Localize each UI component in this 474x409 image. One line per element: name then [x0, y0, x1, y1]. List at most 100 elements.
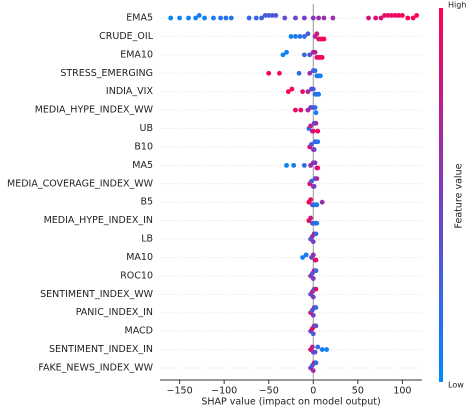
shap-point — [414, 13, 420, 18]
shap-point — [259, 15, 264, 21]
shap-point — [269, 13, 275, 18]
shap-point — [301, 15, 307, 21]
shap-point — [321, 36, 327, 42]
shap-point — [310, 276, 316, 281]
shap-point — [177, 15, 183, 21]
feature-label: SENTIMENT_INDEX_IN — [49, 344, 153, 355]
shap-point — [303, 252, 309, 258]
shap-point — [186, 15, 191, 21]
shap-point — [373, 15, 379, 21]
shap-point — [321, 15, 327, 21]
shap-point — [313, 360, 319, 366]
feature-label: ROC10 — [120, 270, 153, 281]
shap-point — [396, 13, 402, 18]
shap-point — [399, 13, 405, 18]
shap-point — [378, 15, 384, 21]
shap-point — [305, 89, 311, 95]
shap-point — [385, 13, 391, 18]
shap-point — [382, 13, 387, 18]
shap-point — [296, 70, 302, 76]
x-tick-label: −100 — [211, 386, 237, 397]
shap-point — [301, 52, 307, 58]
feature-label: STRESS_EMERGING — [60, 68, 153, 79]
shap-point — [310, 239, 316, 245]
shap-point — [228, 15, 234, 21]
shap-point — [196, 13, 202, 18]
shap-point — [315, 165, 321, 171]
shap-point — [312, 49, 318, 55]
shap-point — [298, 107, 304, 113]
shap-point — [300, 89, 305, 95]
shap-point — [319, 199, 325, 205]
shap-point — [309, 344, 315, 350]
shap-point — [246, 15, 252, 21]
shap-point — [319, 347, 325, 352]
feature-label: MACD — [125, 326, 153, 337]
shap-point — [223, 15, 229, 21]
shap-point — [301, 34, 307, 39]
shap-point — [266, 70, 272, 76]
shap-point — [319, 55, 325, 60]
feature-label: EMA5 — [126, 13, 153, 24]
shap-point — [314, 176, 320, 181]
x-tick-label: 50 — [352, 386, 364, 397]
shap-point — [282, 15, 288, 21]
shap-point — [253, 15, 259, 21]
shap-point — [310, 312, 316, 318]
shap-point — [324, 347, 330, 352]
shap-point — [307, 52, 313, 58]
shap-point — [300, 255, 305, 260]
shap-point — [293, 15, 298, 21]
shap-point — [311, 183, 317, 189]
shap-point — [366, 15, 371, 21]
shap-point — [313, 110, 319, 116]
feature-label: B5 — [140, 197, 153, 208]
shap-point — [280, 52, 286, 58]
shap-point — [305, 31, 311, 37]
shap-point — [312, 160, 318, 166]
shap-point — [309, 141, 314, 147]
shap-point — [211, 15, 216, 21]
x-tick-label: 100 — [393, 386, 411, 397]
feature-label: MEDIA_COVERAGE_INDEX_WW — [7, 178, 154, 189]
feature-label: EMA10 — [120, 49, 153, 60]
shap-point — [310, 294, 316, 300]
shap-point — [310, 86, 316, 92]
shap-point — [308, 215, 314, 221]
shap-point — [293, 107, 298, 113]
shap-point — [311, 147, 317, 152]
shap-point — [266, 13, 272, 18]
shap-point — [313, 286, 319, 292]
shap-point — [316, 15, 322, 21]
shap-point — [308, 197, 314, 203]
shap-point — [301, 162, 307, 168]
shap-point — [309, 178, 314, 184]
shap-point — [313, 323, 319, 329]
shap-point — [284, 162, 289, 168]
shap-point — [313, 268, 319, 274]
shap-point — [168, 15, 174, 21]
feature-label: MA10 — [126, 252, 153, 263]
feature-label: PANIC_INDEX_IN — [76, 307, 153, 318]
shap-point — [313, 120, 319, 126]
shap-point — [315, 139, 321, 145]
feature-label: MEDIA_HYPE_INDEX_IN — [44, 215, 153, 226]
shap-point — [297, 34, 303, 39]
shap-point — [405, 15, 411, 21]
shap-point — [313, 231, 319, 237]
feature-label: LB — [141, 234, 153, 245]
shap-point — [310, 128, 316, 134]
shap-point — [288, 34, 294, 39]
shap-point — [285, 89, 291, 95]
x-tick-label: 0 — [310, 386, 316, 397]
shap-point — [314, 220, 320, 226]
colorbar — [439, 8, 443, 382]
shap-point — [316, 91, 322, 97]
shap-point — [314, 31, 320, 37]
shap-point — [330, 15, 336, 21]
shap-point — [277, 70, 282, 76]
feature-label: CRUDE_OIL — [99, 31, 154, 42]
feature-label: MEDIA_HYPE_INDEX_WW — [35, 105, 154, 116]
shap-point — [312, 105, 318, 110]
shap-point — [310, 15, 316, 21]
